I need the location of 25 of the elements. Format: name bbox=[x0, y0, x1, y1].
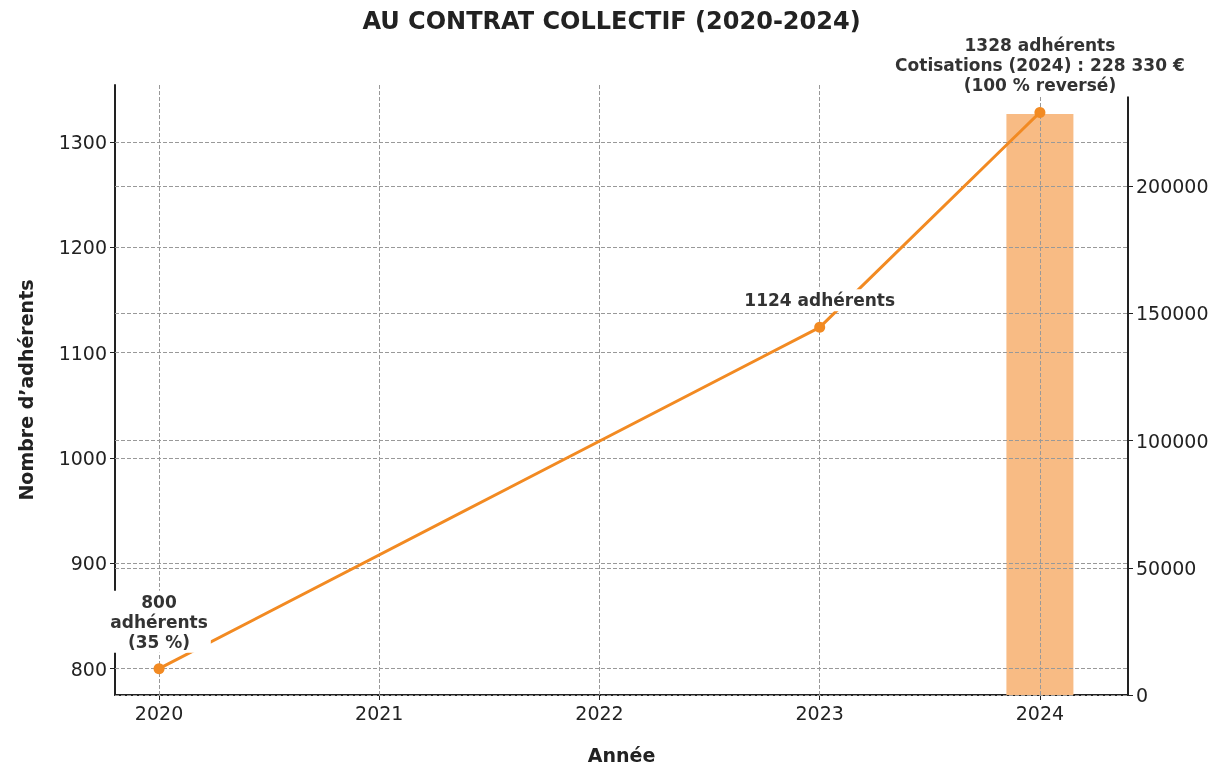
annotation: 1328 adhérents Cotisations (2024) : 228 330 € (100 % reversé) bbox=[895, 35, 1185, 96]
annotation: 1124 adhérents bbox=[744, 290, 896, 311]
point bbox=[153, 663, 165, 675]
x-axis-title: Année bbox=[587, 743, 656, 766]
x-tick-label: 2021 bbox=[355, 701, 404, 724]
chart-title: AU CONTRAT COLLECTIF (2020-2024) bbox=[362, 7, 861, 35]
x-tick-label: 2024 bbox=[1015, 701, 1065, 724]
y-tick-label: 1300 bbox=[58, 130, 107, 153]
x-tick-label: 2020 bbox=[134, 701, 184, 724]
y2-tick-label: 0 bbox=[1136, 684, 1149, 706]
x-tick-label: 2023 bbox=[795, 701, 844, 724]
y-tick-label: 1200 bbox=[58, 236, 107, 259]
y-tick-label: 1000 bbox=[58, 446, 107, 469]
y2-tick-label: 100000 bbox=[1136, 429, 1209, 452]
y-tick-label: 1100 bbox=[58, 341, 107, 364]
x-tick-label: 2022 bbox=[575, 701, 624, 724]
y-axis-title: Nombre d’adhérents bbox=[14, 279, 37, 501]
y-tick-label: 800 bbox=[70, 657, 107, 680]
point bbox=[1034, 106, 1046, 118]
y2-tick-label: 50000 bbox=[1136, 556, 1197, 579]
y-tick-label: 900 bbox=[70, 552, 107, 575]
point bbox=[814, 321, 826, 333]
annotation: 800 adhérents (35 %) bbox=[110, 591, 208, 652]
y2-tick-label: 200000 bbox=[1136, 175, 1209, 198]
y2-tick-label: 150000 bbox=[1136, 302, 1209, 325]
